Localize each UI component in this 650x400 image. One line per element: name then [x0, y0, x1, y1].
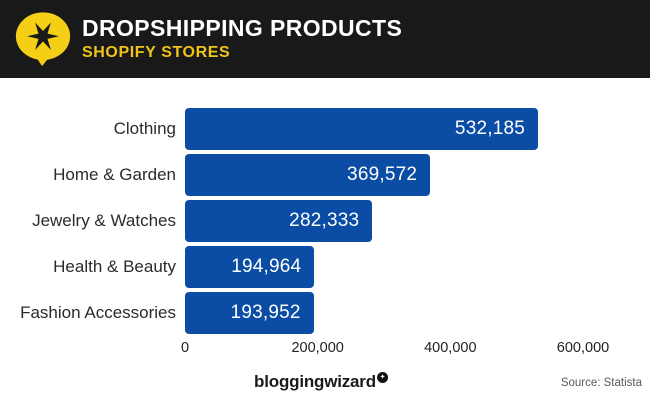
brand-name: bloggingwizard	[254, 372, 376, 391]
plot-area: 194,964	[185, 246, 583, 288]
category-label: Health & Beauty	[53, 257, 176, 276]
brand-wordmark: bloggingwizard ✦	[254, 372, 388, 392]
category-label: Fashion Accessories	[20, 303, 176, 322]
bar-value-label: 193,952	[230, 302, 301, 323]
bar: 193,952	[185, 292, 314, 334]
page-subtitle: SHOPIFY STORES	[82, 44, 231, 62]
bar: 282,333	[185, 200, 373, 242]
source-attribution: Source: Statista	[560, 377, 642, 389]
category-label: Jewelry & Watches	[32, 211, 176, 230]
bar-value-label: 282,333	[289, 210, 360, 231]
chart-row: Fashion Accessories 193,952	[0, 292, 650, 334]
speech-bubble-star-logo	[15, 12, 71, 67]
bar: 532,185	[185, 108, 539, 150]
x-axis-tick: 400,000	[424, 340, 477, 356]
bar-value-label: 532,185	[454, 118, 526, 139]
bar-value-label: 194,964	[231, 256, 302, 277]
footer: bloggingwizard ✦ Source: Statista	[0, 368, 650, 396]
plot-area: 193,952	[185, 292, 583, 334]
bar-chart: Clothing 532,185 Home & Garden 369,572 Jewel…	[0, 108, 650, 358]
chart-row: Health & Beauty 194,964	[0, 246, 650, 288]
header-text: DROPSHIPPING PRODUCTS SHOPIFY STORES	[82, 15, 403, 62]
plot-area: 282,333	[185, 200, 583, 242]
x-axis-tick: 200,000	[291, 340, 344, 356]
x-axis-tick: 0	[180, 340, 190, 356]
star-in-circle-icon: ✦	[376, 372, 388, 383]
star-icon	[27, 22, 59, 50]
bar-value-label: 369,572	[347, 164, 418, 185]
category-label: Clothing	[113, 119, 176, 138]
x-axis-tick: 600,000	[556, 340, 610, 356]
page-title: DROPSHIPPING PRODUCTS	[82, 15, 403, 42]
chart-row: Jewelry & Watches 282,333	[0, 200, 650, 242]
x-axis: 0 200,000 400,000 600,000	[181, 340, 609, 358]
category-label: Home & Garden	[53, 165, 176, 184]
plot-area: 532,185	[185, 108, 583, 150]
chart-rows: Clothing 532,185 Home & Garden 369,572 Jewel…	[0, 108, 650, 334]
header: DROPSHIPPING PRODUCTS SHOPIFY STORES	[0, 0, 650, 78]
bar: 194,964	[185, 246, 315, 288]
plot-area: 369,572	[185, 154, 583, 196]
chart-row: Clothing 532,185	[0, 108, 650, 150]
bar: 369,572	[185, 154, 431, 196]
chart-row: Home & Garden 369,572	[0, 154, 650, 196]
